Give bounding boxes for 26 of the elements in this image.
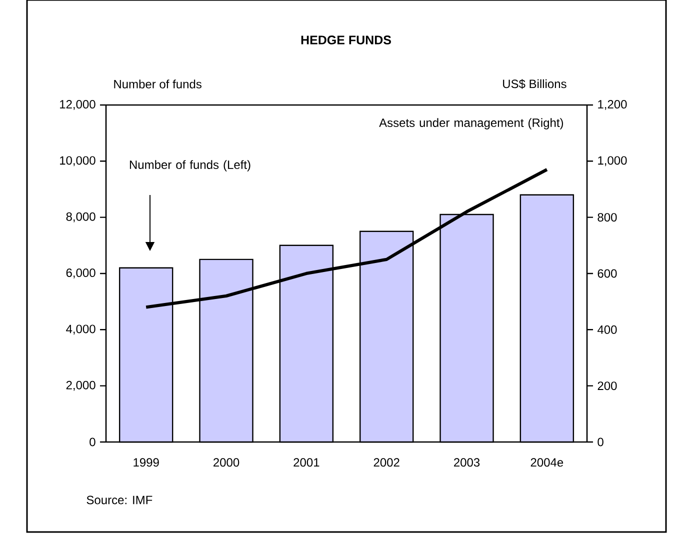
x-tick-label: 2000 [214,458,240,467]
y2-tick-label: 800 [598,213,617,222]
y-tick-label: 8,000 [66,212,96,222]
y2-tick-label: 200 [598,382,617,390]
y-tick-label: 12,000 [60,100,96,110]
y2-tick-label: 1,200 [598,100,627,110]
annotation: Assets under management (Right) [379,118,564,130]
x-tick-label: 2003 [454,458,480,467]
annotation: Number of funds (Left) [130,160,250,172]
y2-tick-label: 0 [598,438,604,446]
y2-tick-label: 600 [598,269,617,278]
y-tick-label: 10,000 [60,156,96,166]
y2-axis-title: US$ Billions [503,79,566,89]
y2-tick-label: 1,000 [598,156,627,166]
y-tick-label: 0 [90,438,96,446]
x-tick-label: 2001 [294,458,320,467]
y2-tick-label: 400 [597,325,617,334]
x-tick-label: 2002 [374,458,400,467]
y-tick-label: 2,000 [66,380,96,391]
chart-title: HEDGE FUNDS [301,36,391,44]
y-tick-label: 6,000 [66,268,96,278]
y-axis-title: Number of funds [114,80,202,88]
x-tick-label: 1999 [134,458,159,467]
source-note: Source: IMF [86,496,152,504]
y-tick-label: 4,000 [66,324,96,335]
x-tick-label: 2004e [530,458,564,467]
